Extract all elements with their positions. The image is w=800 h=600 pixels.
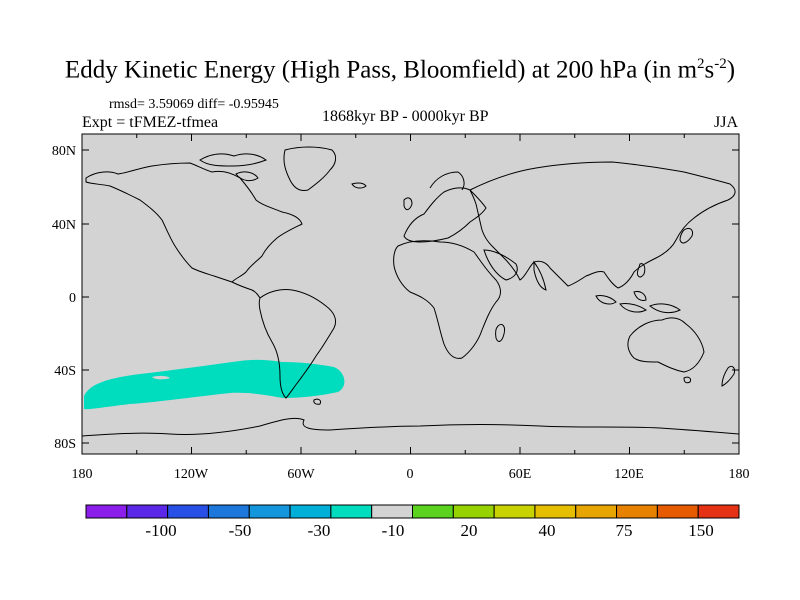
period-label: 1868kyr BP - 0000kyr BP [322, 108, 489, 125]
map-title: Eddy Kinetic Energy (High Pass, Bloomfie… [64, 56, 736, 84]
colorbar-box [697, 504, 740, 519]
coastline-madagascar [495, 323, 505, 342]
colorbar-box [534, 504, 577, 519]
coastline-australia [627, 317, 705, 373]
colorbar-box [371, 504, 413, 519]
coastline-south-america [258, 289, 337, 399]
colorbar-box [248, 504, 291, 519]
coastline-indonesia [595, 291, 647, 313]
coastline-arctic-islands [199, 153, 268, 182]
anomaly-hole [152, 375, 170, 380]
colorbar-box [167, 504, 209, 519]
coastline-asia [469, 161, 736, 289]
coastline-falklands [313, 398, 321, 405]
colorbar-label: -30 [308, 521, 331, 540]
colorbar-label: 75 [616, 521, 633, 540]
coastline-europe [403, 187, 487, 243]
coastline-antarctica [82, 417, 739, 437]
stats-label: rmsd= 3.59069 diff= -0.95945 [109, 97, 279, 112]
lat-tick-label: 40N [52, 218, 76, 233]
colorbar-label: -10 [382, 521, 405, 540]
experiment-label: Expt = tFMEZ-tfmea [82, 114, 219, 131]
colorbar-box [452, 504, 495, 519]
colorbar-label: -100 [145, 521, 176, 540]
colorbar-label: 150 [688, 521, 714, 540]
coastline-india [533, 260, 547, 291]
colorbar-label: -50 [229, 521, 252, 540]
colorbar-box [85, 504, 128, 519]
coastline-new-guinea [649, 303, 681, 314]
lon-tick-label: 60E [509, 467, 532, 482]
coastline-central-america [231, 281, 261, 299]
coastline-greenland [283, 146, 337, 191]
coastline-north-america [85, 162, 303, 283]
colorbar-box [575, 504, 618, 519]
colorbar-box [616, 504, 658, 519]
season-label: JJA [714, 114, 739, 131]
coastline-iceland [351, 182, 367, 189]
anomaly-region [84, 359, 345, 410]
colorbar-box [126, 504, 169, 519]
lon-tick-label: 60W [287, 467, 315, 482]
colorbar-box [493, 504, 536, 519]
map-background [82, 134, 739, 454]
lat-tick-label: 80N [52, 144, 76, 159]
coastline-british-isles [403, 197, 413, 211]
lat-tick-label: 0 [69, 291, 76, 306]
colorbar-label: 20 [461, 521, 478, 540]
lat-tick-label: 40S [54, 364, 76, 379]
lon-tick-label: 120W [174, 467, 209, 482]
colorbar-box [207, 504, 250, 519]
coastline-tasmania [683, 376, 691, 384]
coastline-africa [393, 240, 501, 359]
coastline-arabia [483, 249, 518, 281]
colorbar-box [289, 504, 332, 519]
colorbar-box [330, 504, 373, 519]
coastline-scandinavia [429, 171, 465, 191]
lon-tick-label: 0 [407, 467, 414, 482]
lon-tick-label: 180 [729, 467, 750, 482]
colorbar-box [412, 504, 454, 519]
coastline-philippines [637, 263, 646, 278]
colorbar [85, 504, 740, 519]
colorbar-label: 40 [539, 521, 556, 540]
lon-tick-label: 120E [614, 467, 644, 482]
lat-tick-label: 80S [54, 437, 76, 452]
coastline-japan [679, 227, 693, 244]
colorbar-box [656, 504, 699, 519]
lon-tick-label: 180 [72, 467, 93, 482]
coastline-new-zealand [721, 365, 735, 387]
